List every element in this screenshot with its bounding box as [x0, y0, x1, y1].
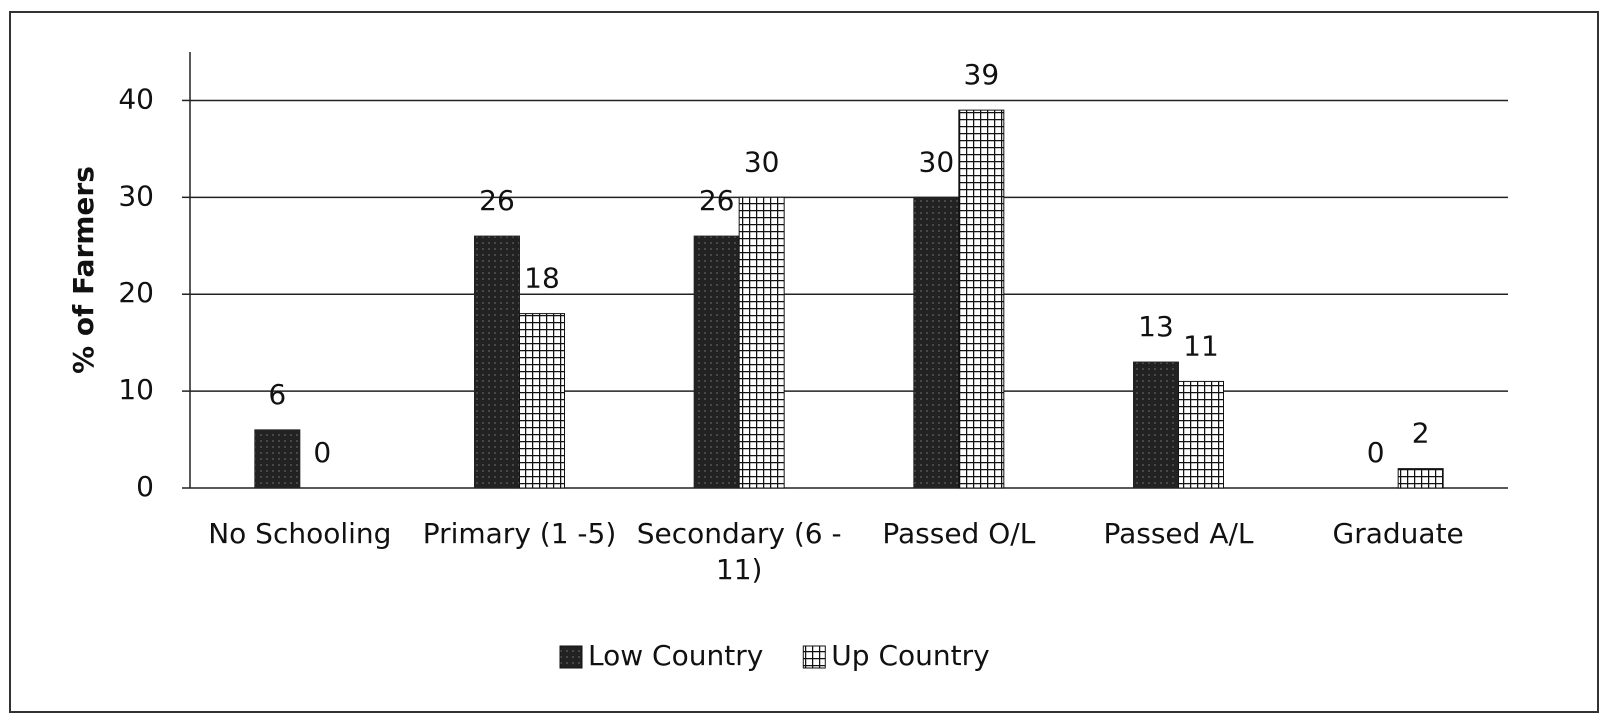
data-label: 0 — [313, 436, 331, 469]
y-axis-label: % of Farmers — [67, 166, 100, 374]
bar — [913, 196, 960, 489]
y-tick-label: 20 — [118, 276, 154, 309]
y-tick-label: 40 — [118, 82, 154, 115]
bar — [1133, 361, 1179, 489]
x-tick-label: Secondary (6 - 11) — [636, 517, 842, 586]
x-tick-label-box: Primary (1 -5) — [422, 517, 617, 550]
x-tick-label-box: No Schooling — [208, 517, 392, 550]
x-tick-label: Passed O/L — [882, 517, 1036, 550]
x-tick-label-box: Passed A/L — [1103, 517, 1254, 550]
data-label: 18 — [524, 262, 560, 295]
bar — [474, 235, 520, 489]
bar — [693, 235, 740, 489]
x-tick-label: No Schooling — [208, 517, 392, 550]
x-tick-label: Primary (1 -5) — [422, 517, 617, 550]
data-label: 26 — [699, 184, 735, 217]
y-tick-label: 10 — [118, 373, 154, 406]
x-tick-label-box: Secondary (6 - 11) — [636, 517, 842, 586]
bar — [958, 109, 1005, 489]
bar — [519, 313, 565, 489]
data-label: 6 — [268, 378, 286, 411]
bar — [738, 196, 785, 489]
x-tick-label: Graduate — [1332, 517, 1464, 550]
legend-swatch — [559, 645, 583, 669]
data-label: 2 — [1412, 417, 1430, 450]
data-label: 30 — [919, 145, 955, 178]
data-label: 13 — [1138, 310, 1174, 343]
legend-swatch — [802, 645, 826, 669]
legend-label: Low Country — [588, 639, 763, 672]
x-tick-label-box: Graduate — [1332, 517, 1464, 550]
bar — [1178, 380, 1224, 489]
bar — [1397, 468, 1444, 489]
x-tick-label-box: Passed O/L — [882, 517, 1036, 550]
legend-label: Up Country — [831, 639, 989, 672]
x-tick-label: Passed A/L — [1103, 517, 1254, 550]
data-label: 11 — [1183, 329, 1219, 362]
data-label: 26 — [479, 184, 515, 217]
data-label: 30 — [744, 145, 780, 178]
y-tick-label: 30 — [118, 179, 154, 212]
bar — [254, 429, 301, 489]
data-label: 0 — [1367, 436, 1385, 469]
data-label: 39 — [964, 58, 1000, 91]
y-tick-label: 0 — [136, 470, 154, 503]
frame — [9, 11, 1599, 713]
